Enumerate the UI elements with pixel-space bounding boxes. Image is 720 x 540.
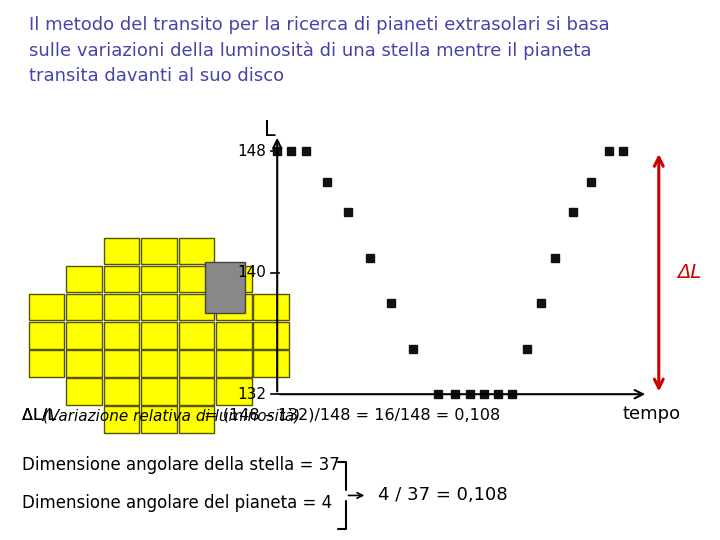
- Bar: [216, 322, 251, 348]
- Bar: [141, 294, 176, 320]
- Bar: [141, 406, 176, 433]
- Bar: [179, 266, 214, 292]
- Text: ΔL: ΔL: [677, 263, 701, 282]
- Bar: [179, 238, 214, 264]
- Bar: [253, 322, 289, 348]
- Bar: [141, 378, 176, 404]
- Bar: [179, 322, 214, 348]
- Bar: [104, 350, 139, 376]
- Bar: [104, 266, 139, 292]
- Bar: [104, 406, 139, 433]
- Bar: [66, 266, 102, 292]
- Text: Dimensione angolare della stella = 37: Dimensione angolare della stella = 37: [22, 456, 339, 474]
- Text: tempo: tempo: [623, 405, 680, 423]
- Text: 4 / 37 = 0,108: 4 / 37 = 0,108: [378, 487, 508, 504]
- Bar: [179, 294, 214, 320]
- Text: L: L: [264, 119, 276, 140]
- Bar: [216, 266, 251, 292]
- Bar: [253, 350, 289, 376]
- Bar: [179, 406, 214, 433]
- Bar: [104, 238, 139, 264]
- Bar: [104, 378, 139, 404]
- Bar: [29, 294, 64, 320]
- Text: ΔL/L: ΔL/L: [22, 408, 61, 423]
- Text: (Variazione relativa di luminosità): (Variazione relativa di luminosità): [43, 408, 300, 423]
- Bar: [104, 322, 139, 348]
- Bar: [66, 322, 102, 348]
- Text: 148: 148: [238, 144, 266, 159]
- Bar: [216, 350, 251, 376]
- Text: ΔL/L (Variazione relativa di luminosità): ΔL/L (Variazione relativa di luminosità): [22, 408, 331, 423]
- Bar: [141, 238, 176, 264]
- Text: ΔL/L: ΔL/L: [22, 408, 61, 423]
- Bar: [141, 350, 176, 376]
- Text: 132: 132: [238, 387, 266, 402]
- Bar: [205, 262, 245, 313]
- Text: = (148 – 132)/148 = 16/148 = 0,108: = (148 – 132)/148 = 16/148 = 0,108: [199, 408, 500, 423]
- Bar: [66, 350, 102, 376]
- Text: ΔL/L (Variazione relativa di luminosità) = (148 – 132)/148 = 16/148 = 0,108: ΔL/L (Variazione relativa di luminosità)…: [22, 408, 633, 423]
- Bar: [29, 350, 64, 376]
- Bar: [179, 350, 214, 376]
- Text: 140: 140: [238, 265, 266, 280]
- Bar: [253, 294, 289, 320]
- Bar: [216, 378, 251, 404]
- Bar: [179, 378, 214, 404]
- Bar: [66, 378, 102, 404]
- Text: Il metodo del transito per la ricerca di pianeti extrasolari si basa
sulle varia: Il metodo del transito per la ricerca di…: [29, 16, 609, 85]
- Bar: [141, 266, 176, 292]
- Bar: [29, 322, 64, 348]
- Text: Dimensione angolare del pianeta = 4: Dimensione angolare del pianeta = 4: [22, 494, 332, 512]
- Bar: [141, 322, 176, 348]
- Bar: [104, 294, 139, 320]
- Bar: [66, 294, 102, 320]
- Bar: [216, 294, 251, 320]
